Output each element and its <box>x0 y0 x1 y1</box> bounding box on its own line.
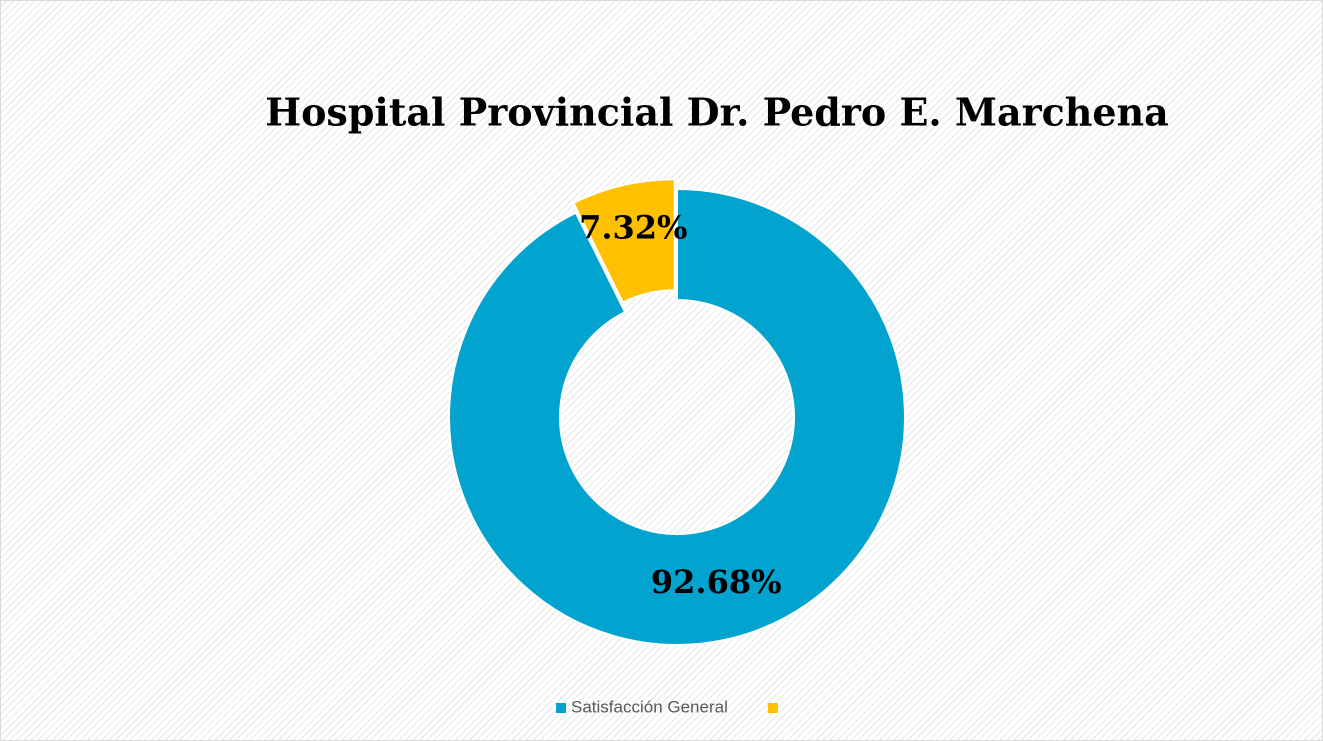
legend-swatch <box>556 703 566 713</box>
doughnut-slice <box>572 178 676 304</box>
data-label: 92.68% <box>651 563 782 601</box>
legend-swatch <box>767 703 778 713</box>
legend-label: Satisfacción General <box>571 697 728 716</box>
data-label: 7.32% <box>579 209 687 247</box>
chart-title: Hospital Provincial Dr. Pedro E. Marchen… <box>265 90 1169 135</box>
doughnut-slice <box>448 187 906 646</box>
